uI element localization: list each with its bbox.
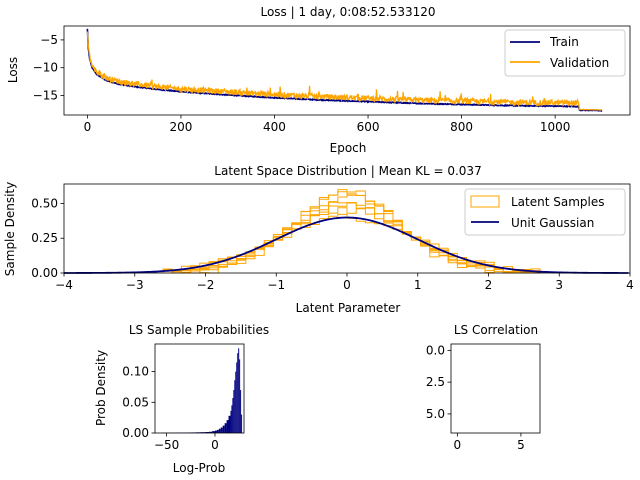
latent-legend-samples-label: Latent Samples [511,195,605,209]
latent-chart: Latent Space Distribution | Mean KL = 0.… [3,164,634,315]
prob-ylabel: Prob Density [94,350,108,426]
prob-chart: LS Sample Probabilities −50 0 0.00 0.05 0.10… [94,323,269,475]
corr-ytick-label: 5.0 [426,407,445,421]
corr-ytick-label: 2.5 [426,375,445,389]
latent-legend-gaussian-label: Unit Gaussian [511,216,594,230]
loss-ytick-label: −5 [40,33,58,47]
prob-xtick-label: 0 [211,438,219,452]
loss-legend-train-label: Train [549,35,579,49]
loss-plot-area [86,28,603,113]
latent-xtick-label: −1 [267,278,285,292]
latent-legend-samples-swatch [470,195,500,208]
latent-xtick-label: 0 [343,278,351,292]
loss-xtick-label: 1000 [540,120,571,134]
corr-axes-frame [450,343,541,434]
prob-hist-bar [226,420,229,433]
prob-hist-bar [228,415,231,433]
latent-xtick-label: 1 [414,278,422,292]
prob-plot-area [161,348,243,433]
corr-ytick-label: 0.0 [426,343,445,357]
prob-hist-bar [224,423,227,433]
latent-xtick-label: 2 [485,278,493,292]
loss-xtick-label: 400 [263,120,286,134]
latent-ticks: −4 −3 −2 −1 0 1 2 3 4 0.00 0.25 0.50 [31,196,634,292]
prob-hist-bar [235,371,237,433]
loss-legend-validation-label: Validation [550,56,609,70]
latent-sample-histogram [163,190,541,274]
prob-hist-bar [237,353,239,433]
loss-xtick-label: 0 [84,120,92,134]
prob-hist-bar [239,359,241,433]
latent-xtick-label: −3 [126,278,144,292]
loss-chart: Loss | 1 day, 0:08:52.533120 0 200 400 600 8… [6,5,631,155]
prob-xlabel: Log-Prob [173,461,225,475]
prob-hist-bar [231,405,233,433]
prob-hist-bar [241,414,243,433]
prob-hist-bar [240,390,242,433]
loss-xlabel: Epoch [330,141,367,155]
prob-hist-bar [216,429,219,433]
prob-hist-bar [222,425,225,433]
prob-axes-frame [154,343,245,434]
prob-hist-bar [220,427,223,433]
prob-ytick-label: 0.05 [122,395,149,409]
corr-xtick-label: 5 [517,438,525,452]
loss-xtick-label: 200 [169,120,192,134]
prob-hist-bar [205,432,210,433]
prob-ytick-label: 0.00 [122,426,149,440]
prob-xtick-label: −50 [154,438,179,452]
prob-hist-bar [233,390,235,433]
prob-hist-bar [232,398,234,433]
latent-ytick-label: 0.25 [31,231,58,245]
corr-xtick-label: 0 [454,438,462,452]
loss-title: Loss | 1 day, 0:08:52.533120 [260,5,435,19]
prob-hist-bar [236,362,238,433]
loss-ytick-label: −15 [33,89,58,103]
latent-xtick-label: 3 [555,278,563,292]
prob-ytick-label: 0.10 [122,365,149,379]
loss-xtick-label: 800 [450,120,473,134]
latent-legend: Latent Samples Unit Gaussian [464,188,626,236]
latent-ytick-label: 0.00 [31,266,58,280]
latent-ylabel: Sample Density [3,182,17,276]
prob-hist-bar [212,431,215,433]
prob-hist-bar [230,410,232,433]
loss-series-validation [86,31,602,111]
loss-ticks: 0 200 400 600 800 1000 −5 −10 −15 [33,33,571,134]
latent-title: Latent Space Distribution | Mean KL = 0.… [214,164,481,178]
prob-hist-bar [238,348,240,433]
loss-xtick-label: 600 [357,120,380,134]
loss-legend: Train Validation [504,29,626,77]
prob-hist-bar [209,431,213,433]
corr-title: LS Correlation [454,323,538,337]
latent-xlabel: Latent Parameter [296,301,401,315]
prob-hist-bar [218,428,221,433]
loss-series-train [86,28,603,113]
latent-xtick-label: 4 [626,278,634,292]
loss-ylabel: Loss [6,57,20,83]
prob-hist-bar [234,380,236,433]
latent-plot-area [64,189,629,274]
corr-chart: LS Correlation 0 5 0.0 2.5 5.0 [426,323,541,452]
latent-xtick-label: −2 [197,278,215,292]
prob-ticks: −50 0 0.00 0.05 0.10 [122,365,219,452]
latent-legend-box [464,188,626,236]
prob-title: LS Sample Probabilities [129,323,269,337]
corr-ticks: 0 5 0.0 2.5 5.0 [426,343,525,452]
latent-xtick-label: −4 [55,278,73,292]
loss-ytick-label: −10 [33,61,58,75]
loss-axes-frame [63,25,631,116]
latent-ytick-label: 0.50 [31,196,58,210]
latent-unit-gaussian-line [64,216,629,274]
latent-sample-histogram [163,189,541,274]
prob-hist-bar [214,430,217,433]
